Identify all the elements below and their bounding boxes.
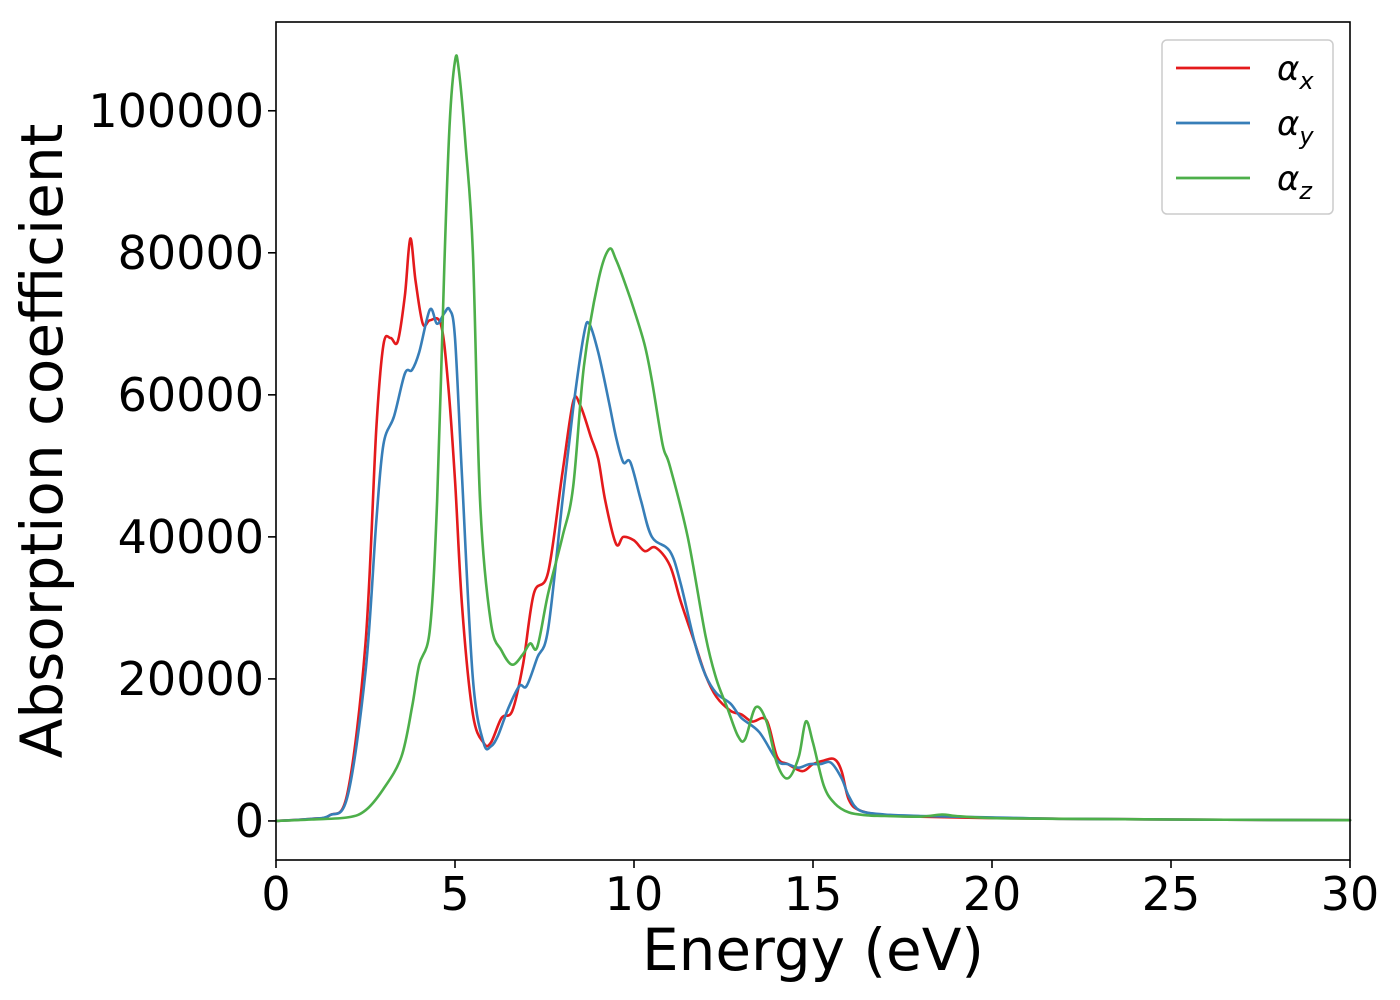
y-tick-label: 40000	[118, 510, 264, 564]
x-tick-label: 20	[963, 867, 1022, 921]
legend-subscript: z	[1298, 177, 1313, 205]
series-layer	[274, 54, 1352, 823]
y-tick-label: 60000	[118, 368, 264, 422]
x-tick-label: 15	[784, 867, 843, 921]
y-tick-label: 0	[235, 794, 264, 848]
x-tick-label: 30	[1321, 867, 1380, 921]
legend-symbol: α	[1277, 104, 1299, 144]
y-axis-ticks: 0 20000 40000 60000 80000 100000	[88, 84, 276, 848]
legend-label-x: αx	[1277, 49, 1314, 95]
y-tick-label: 20000	[118, 652, 264, 706]
y-axis-title: Absorption coefficient	[8, 124, 76, 759]
x-tick-label: 10	[605, 867, 664, 921]
y-tick-label: 80000	[118, 226, 264, 280]
x-axis-ticks: 0 5 10 15 20 25 30	[261, 860, 1379, 921]
legend-label-z: αz	[1277, 159, 1313, 205]
y-tick-label: 100000	[88, 84, 264, 138]
x-tick-label: 0	[261, 867, 290, 921]
legend-box	[1161, 39, 1334, 215]
legend-subscript: y	[1298, 122, 1314, 150]
series-line-z	[274, 54, 1352, 823]
legend-subscript: x	[1298, 67, 1314, 95]
x-tick-label: 25	[1142, 867, 1201, 921]
legend-symbol: α	[1277, 159, 1299, 199]
legend-label-y: αy	[1277, 104, 1314, 150]
legend-symbol: α	[1277, 49, 1299, 89]
x-axis-title: Energy (eV)	[642, 916, 984, 984]
series-line-x	[274, 237, 1352, 823]
x-tick-label: 5	[440, 867, 469, 921]
